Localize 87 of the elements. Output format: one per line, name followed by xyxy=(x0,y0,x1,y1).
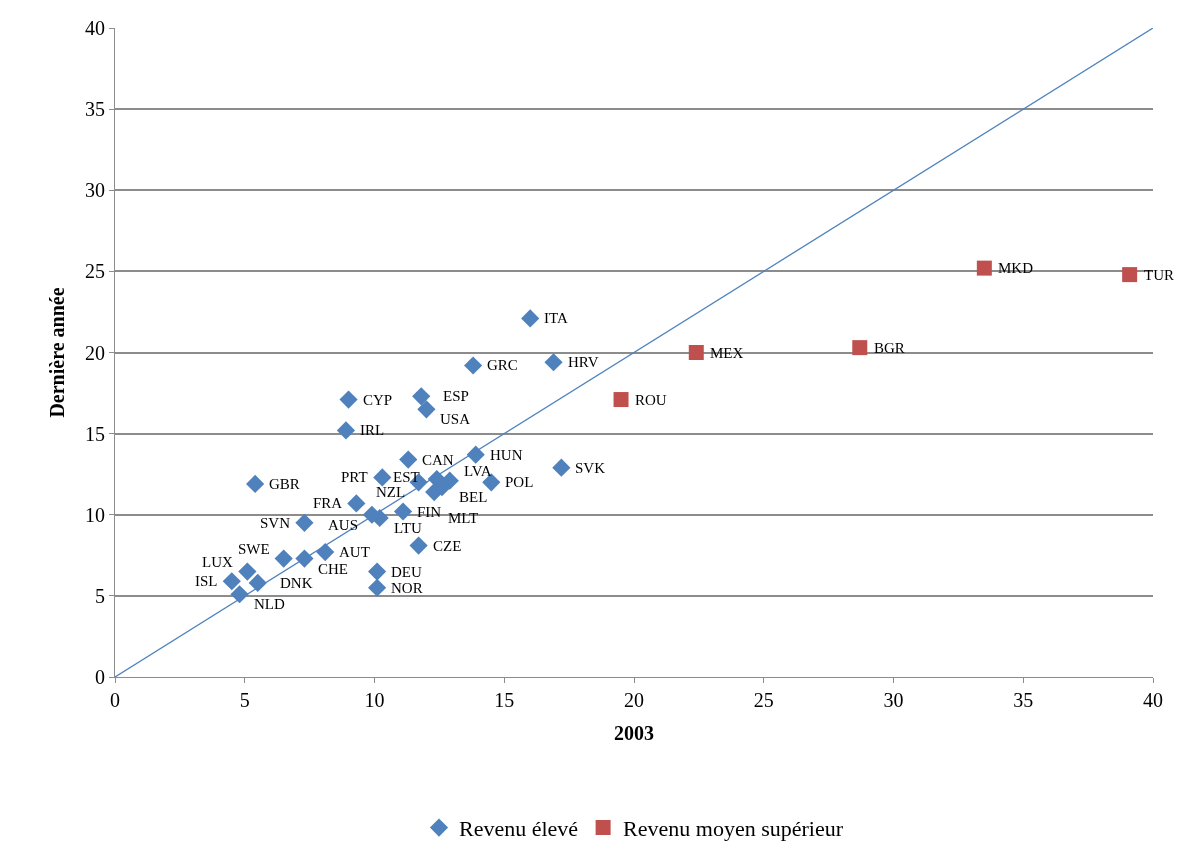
point xyxy=(1122,267,1138,283)
annotation: NZL xyxy=(376,484,406,500)
x-tick-label: 15 xyxy=(494,689,515,711)
annotation: SVN xyxy=(260,515,291,531)
point xyxy=(544,353,563,372)
legend-label: Revenu moyen supérieur xyxy=(623,816,844,842)
annotation: GRC xyxy=(487,357,518,373)
point xyxy=(347,494,366,513)
x-tick-label: 30 xyxy=(883,689,904,711)
y-axis-title: Dernière année xyxy=(45,287,68,418)
annotation: LVA xyxy=(464,463,492,479)
point xyxy=(417,400,436,419)
y-tick-label: 25 xyxy=(85,260,105,283)
annotation: CAN xyxy=(422,452,454,468)
point xyxy=(613,392,629,408)
y-tick-label: 5 xyxy=(95,584,105,607)
annotation: MLT xyxy=(448,510,479,526)
annotation: CZE xyxy=(433,538,462,554)
point xyxy=(222,572,241,591)
y-tick-label: 0 xyxy=(95,666,105,688)
x-tick-label: 5 xyxy=(239,689,250,711)
x-tick-label: 35 xyxy=(1013,689,1034,711)
annotation: IRL xyxy=(360,422,385,438)
point xyxy=(238,562,257,581)
point xyxy=(336,421,356,440)
annotation: FRA xyxy=(313,495,343,511)
point xyxy=(274,549,293,568)
x-axis-title: 2003 xyxy=(614,721,654,744)
annotation: USA xyxy=(440,411,471,427)
y-tick-label: 20 xyxy=(85,341,105,364)
annotation: PRT xyxy=(341,469,368,485)
point xyxy=(373,468,392,487)
annotation: FIN xyxy=(417,504,442,520)
point xyxy=(295,549,314,568)
x-tick-label: 0 xyxy=(110,689,120,711)
point xyxy=(464,356,483,375)
point xyxy=(521,309,540,328)
annotation: SWE xyxy=(238,541,270,557)
annotation: NLD xyxy=(254,596,285,612)
point xyxy=(295,513,314,532)
annotation: AUT xyxy=(339,544,370,560)
annotation: TUR xyxy=(1144,267,1174,283)
x-tick-label: 40 xyxy=(1143,689,1163,711)
annotation: LUX xyxy=(202,554,233,570)
y-tick-label: 35 xyxy=(85,98,105,121)
point xyxy=(246,474,265,494)
annotation: HUN xyxy=(490,447,523,463)
annotation: ITA xyxy=(544,310,568,326)
annotation: DNK xyxy=(280,575,313,591)
point xyxy=(367,562,387,581)
point xyxy=(316,542,335,562)
annotation: LTU xyxy=(394,520,422,536)
annotation: GBR xyxy=(269,476,300,492)
point xyxy=(466,445,485,464)
point xyxy=(367,578,387,597)
y-tick-label: 15 xyxy=(85,422,105,445)
annotation: HRV xyxy=(568,354,599,370)
annotation: ISL xyxy=(195,573,218,589)
annotation: MEX xyxy=(710,345,744,361)
point xyxy=(412,387,431,406)
annotation: ROU xyxy=(635,392,667,408)
point xyxy=(409,536,428,555)
y-tick-label: 40 xyxy=(85,17,105,39)
annotation: CHE xyxy=(318,561,348,577)
x-tick-label: 10 xyxy=(364,689,385,711)
point xyxy=(393,502,413,521)
point xyxy=(399,450,418,469)
point xyxy=(552,458,571,477)
x-tick-label: 20 xyxy=(624,689,644,711)
annotation: AUS xyxy=(328,517,359,533)
annotation: BGR xyxy=(874,340,905,356)
x-tick-label: 25 xyxy=(753,689,774,711)
annotation: MKD xyxy=(998,260,1034,276)
y-tick-label: 10 xyxy=(85,503,105,526)
annotation: DEU xyxy=(391,564,422,580)
annotation: NOR xyxy=(391,580,423,596)
point xyxy=(976,260,992,276)
point xyxy=(339,390,358,409)
annotation: BEL xyxy=(459,489,488,505)
point xyxy=(688,345,704,360)
annotation: ESP xyxy=(443,388,469,404)
legend-label: Revenu élevé xyxy=(459,816,579,842)
annotation: CYP xyxy=(363,392,393,408)
annotation: POL xyxy=(505,474,534,490)
point xyxy=(852,340,868,356)
y-tick-label: 30 xyxy=(85,179,105,202)
annotation: SVK xyxy=(575,460,606,476)
